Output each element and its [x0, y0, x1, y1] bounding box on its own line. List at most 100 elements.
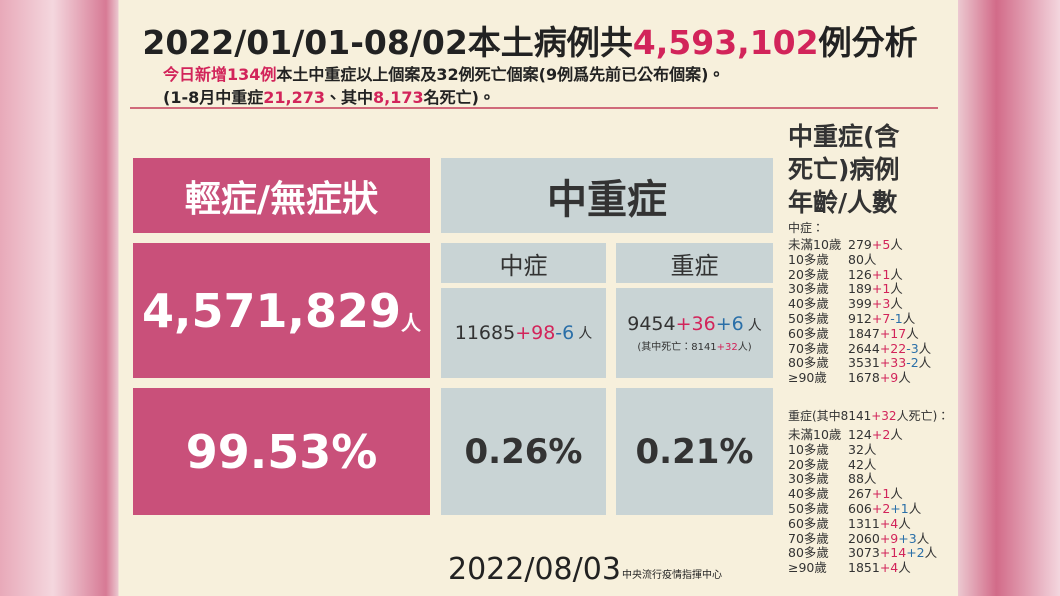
mild-pct: 99.53% [133, 388, 430, 515]
age-row: 40多歲 399+3人 [788, 293, 903, 312]
age: 未滿10歲 [788, 237, 842, 252]
change: +1 [871, 486, 891, 502]
unit: 人 [898, 515, 911, 531]
unit: 人 [863, 441, 877, 457]
footer-source: 中央流行疫情指揮中心 [622, 570, 722, 581]
sidebar-title: 死亡)病例 [788, 155, 900, 184]
change: +14 [879, 545, 907, 561]
age-row: 70多歲 2644+22-3人 [788, 338, 931, 357]
change: +17 [879, 325, 907, 341]
mild-count: 4,571,829 [142, 283, 401, 338]
change: +1 [871, 281, 891, 297]
unit: 人 [890, 281, 903, 297]
age-row: 70多歲 2060+9+3人 [788, 528, 929, 547]
age-row: 40多歲 267+1人 [788, 483, 903, 502]
change: +36 [675, 313, 716, 335]
age-row: 10多歲 32人 [788, 439, 876, 458]
count: 2644 [848, 340, 880, 356]
count: 606 [848, 501, 872, 516]
age-row: 10多歲 80人 [788, 249, 876, 268]
change: +9 [879, 530, 899, 546]
age: 70多歲 [788, 530, 829, 546]
unit: 人 [890, 296, 903, 312]
age-row: 未滿10歲 279+5人 [788, 234, 903, 253]
age-row: 80多歲 3531+33-2人 [788, 352, 931, 371]
age: 10多歲 [788, 251, 829, 267]
unit: 人 [863, 456, 877, 472]
count: 267 [848, 486, 872, 502]
age: 80多歲 [788, 545, 829, 561]
count: 126 [848, 266, 872, 282]
change: +9 [879, 370, 899, 386]
age-row: 50多歲 606+2+1人 [788, 498, 921, 517]
change: -1 [890, 311, 903, 326]
heading-text: 中症： [788, 221, 825, 235]
change: -2 [906, 355, 919, 371]
note-text: 人) [737, 342, 752, 353]
age-row: ≥90歲 1851+4人 [788, 557, 911, 576]
change: -6 [555, 322, 575, 344]
section-heading: 中症： [788, 219, 824, 236]
count: 189 [848, 281, 872, 297]
change: +3 [871, 296, 891, 312]
note-change: +32 [716, 342, 738, 353]
age: 60多歲 [788, 515, 829, 531]
age: 未滿10歲 [788, 427, 842, 442]
change: +2 [871, 501, 891, 516]
subtitle-text: (1-8月中重症 [163, 88, 264, 107]
age: 30多歲 [788, 471, 829, 487]
subtitle-line: (1-8月中重症21,273、其中8,173名死亡)。 [163, 84, 495, 108]
change: +4 [879, 515, 899, 531]
change: +1 [871, 266, 891, 282]
age-row: 60多歲 1311+4人 [788, 513, 911, 532]
divider [130, 107, 938, 109]
mild-header: 輕症/無症狀 [133, 158, 430, 233]
title-text: 2022/01/01-08/02本土病例共 [142, 23, 633, 62]
unit: 人 [916, 530, 930, 546]
moderate-pct: 0.26% [441, 388, 606, 515]
footer-date: 2022/08/03 [448, 552, 621, 587]
critical-label: 重症 [616, 243, 773, 283]
age-row: 30多歲 88人 [788, 468, 876, 487]
age-row: 20多歲 126+1人 [788, 264, 903, 283]
change: -3 [906, 340, 919, 356]
change: +2 [906, 545, 925, 561]
count: 124 [848, 427, 872, 442]
sidebar-title: 中重症(含 [788, 122, 900, 151]
age-row: 50多歲 912+7-1人 [788, 308, 915, 327]
unit: 人 [918, 340, 932, 356]
count: 9454 [627, 313, 676, 335]
change: +7 [871, 311, 891, 326]
unit: 人 [906, 325, 919, 341]
subtitle-highlight: 21,273 [263, 88, 325, 107]
critical-count: 9454+36+6 人 [627, 313, 761, 335]
age: 80多歲 [788, 355, 829, 371]
title-text: 例分析 [818, 23, 918, 62]
unit: 人 [863, 251, 877, 267]
age-row: 60多歲 1847+17人 [788, 323, 919, 342]
count: 3531 [848, 355, 880, 371]
unit: 人 [898, 370, 911, 386]
note-text: (其中死亡：8141 [637, 342, 717, 353]
age: 10多歲 [788, 441, 829, 457]
unit: 人 [890, 486, 903, 502]
unit: 人 [890, 427, 903, 442]
age-row: 80多歲 3073+14+2人 [788, 542, 937, 561]
subtitle-text: 、其中 [324, 88, 373, 107]
age: 40多歲 [788, 486, 829, 502]
count: 3073 [848, 545, 880, 561]
age: 40多歲 [788, 296, 829, 312]
age: 30多歲 [788, 281, 829, 297]
change: +98 [515, 322, 556, 344]
age: 50多歲 [788, 311, 829, 326]
subtitle-text: 本土中重症以上個案及32例死亡個案(9例爲先前已公布個案)。 [276, 65, 725, 84]
unit: 人 [890, 266, 903, 282]
age-row: 30多歲 189+1人 [788, 278, 903, 297]
count: 912 [848, 311, 872, 326]
count: 399 [848, 296, 872, 312]
subtitle-highlight: 8,173 [373, 88, 424, 107]
age: 60多歲 [788, 325, 829, 341]
count: 1678 [848, 370, 880, 386]
change: +22 [879, 340, 907, 356]
